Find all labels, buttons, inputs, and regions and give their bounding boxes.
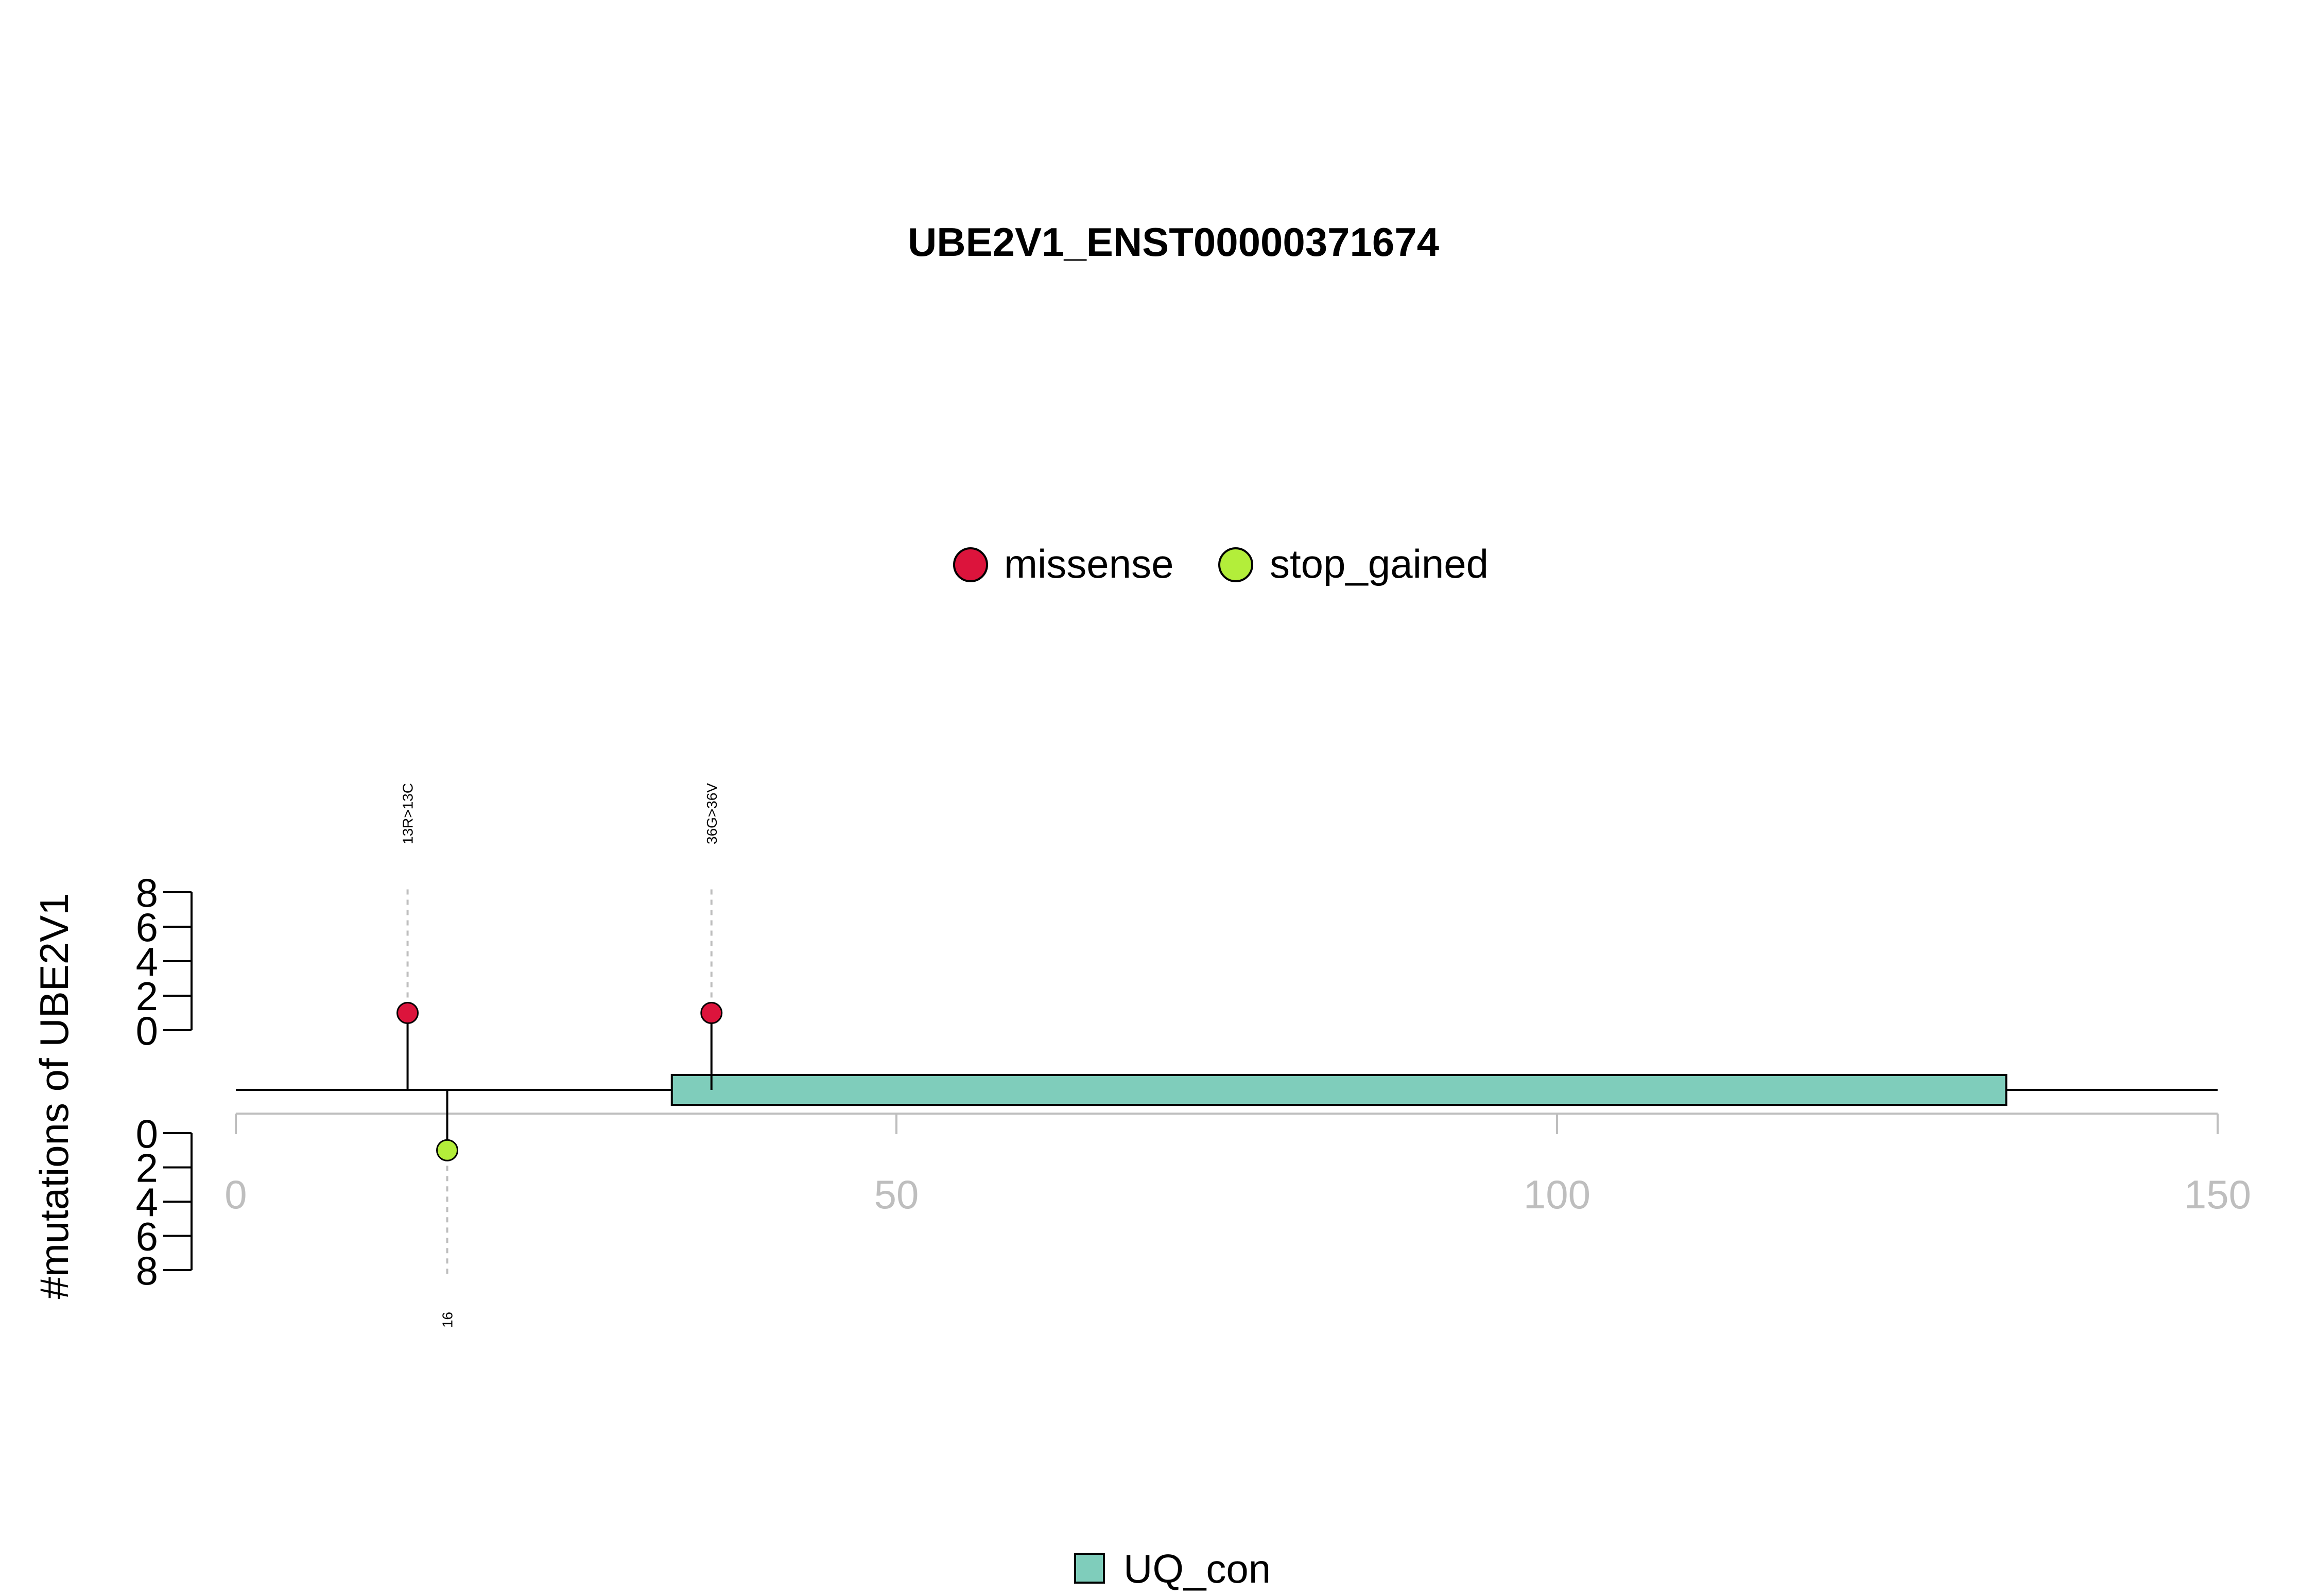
chart-title: UBE2V1_ENST00000371674 bbox=[908, 219, 1439, 265]
y-axis-title: #mutations of UBE2V1 bbox=[31, 893, 77, 1299]
mutation-label: 36G>36V bbox=[704, 783, 720, 844]
mutation-point bbox=[396, 1002, 419, 1024]
mutation-point bbox=[436, 1139, 459, 1161]
legend-label-stop-gained: stop_gained bbox=[1270, 541, 1489, 586]
mutation-label: 16 bbox=[440, 1312, 456, 1328]
y-tick-label-bottom: 2 bbox=[136, 1146, 158, 1191]
y-tick-label-top: 6 bbox=[136, 905, 158, 950]
y-tick-label-bottom: 6 bbox=[136, 1214, 158, 1259]
domain-legend: UQ_con bbox=[1074, 1546, 1271, 1591]
y-tick-label-bottom: 8 bbox=[136, 1248, 158, 1293]
y-tick-label-top: 0 bbox=[136, 1008, 158, 1053]
legend-swatch-missense bbox=[953, 547, 988, 582]
legend-swatch-stop-gained bbox=[1218, 547, 1253, 582]
legend-swatch-uq-con bbox=[1074, 1553, 1105, 1584]
y-tick-label-bottom: 4 bbox=[136, 1179, 158, 1225]
mutation-legend: missense stop_gained bbox=[953, 541, 1489, 586]
mutation-point bbox=[700, 1002, 723, 1024]
legend-label-missense: missense bbox=[1004, 541, 1173, 586]
x-tick-label: 100 bbox=[1524, 1172, 1590, 1217]
x-tick-label: 150 bbox=[2184, 1172, 2251, 1217]
x-tick-label: 0 bbox=[224, 1172, 247, 1217]
domain-uq-con bbox=[670, 1074, 2008, 1106]
y-tick-label-bottom: 0 bbox=[136, 1111, 158, 1156]
x-tick-label: 50 bbox=[874, 1172, 919, 1217]
mutation-label: 13R>13C bbox=[400, 783, 416, 844]
protein-track bbox=[236, 1074, 2218, 1106]
y-tick-label-top: 4 bbox=[136, 939, 158, 984]
y-tick-label-top: 2 bbox=[136, 974, 158, 1019]
legend-label-uq-con: UQ_con bbox=[1123, 1546, 1271, 1591]
mutations: 13R>13C 36G>36V 16 bbox=[396, 783, 723, 1328]
y-tick-label-top: 8 bbox=[136, 870, 158, 915]
